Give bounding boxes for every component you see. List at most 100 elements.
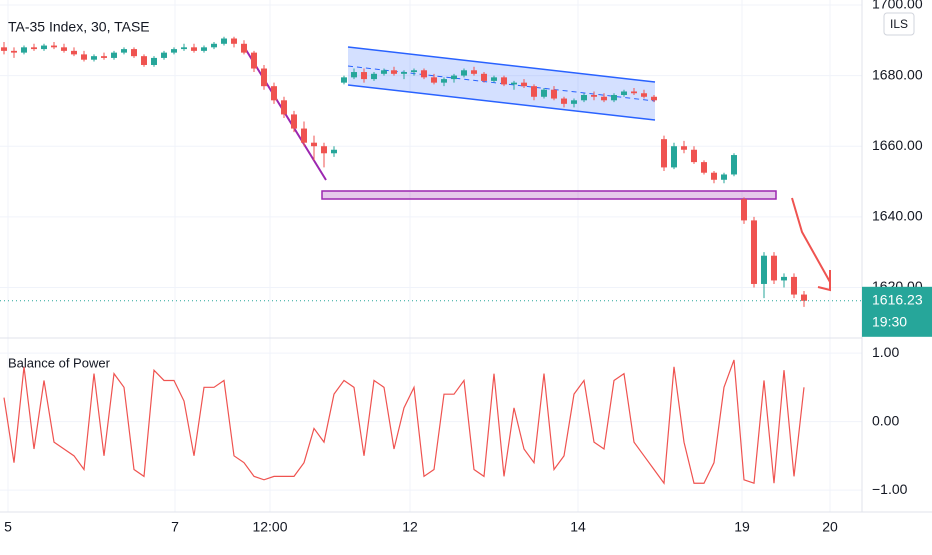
candle-body: [541, 89, 547, 97]
candle-body: [1, 47, 7, 51]
candle-body: [641, 93, 647, 97]
candle-body: [631, 91, 637, 94]
candle-body: [131, 49, 137, 57]
candle-body: [271, 86, 277, 101]
candle-body: [201, 47, 207, 51]
candle-body: [231, 38, 237, 44]
candle-body: [521, 82, 527, 87]
candle-body: [281, 100, 287, 115]
candle-body: [331, 149, 337, 154]
marks: [0, 36, 862, 485]
candle-body: [81, 54, 87, 60]
channel-bottom: [347, 84, 656, 121]
candle-body: [151, 57, 157, 65]
candle-body: [371, 73, 377, 80]
channel-top: [347, 46, 656, 83]
candle-body: [51, 45, 57, 48]
last-price-label: 1616.23: [872, 292, 923, 308]
currency-box[interactable]: [883, 12, 915, 36]
x-tick-label: 12: [402, 519, 418, 535]
candle-body: [621, 91, 627, 96]
x-tick-label: 20: [822, 519, 838, 535]
x-tick-label: 19: [734, 519, 750, 535]
candle-body: [21, 47, 27, 53]
candle-body: [731, 155, 737, 175]
support-zone: [321, 190, 777, 200]
x-tick-label: 12:00: [252, 519, 287, 535]
candle-body: [571, 100, 577, 104]
candle-body: [391, 70, 397, 74]
currency: ILS: [890, 17, 908, 31]
candle-body: [561, 98, 567, 104]
candle-body: [61, 47, 67, 51]
candle-body: [471, 70, 477, 74]
candle-body: [301, 128, 307, 143]
candle-body: [801, 294, 807, 301]
candle-body: [791, 276, 797, 295]
candle-body: [451, 75, 457, 80]
grid: [0, 0, 862, 512]
y-tick-label: 1680.00: [872, 66, 923, 82]
candle-body: [291, 114, 297, 129]
axes: 5 7 12:00 12 14 19 20 1700.00 1680.00 1660.00 1640…: [4, 0, 932, 535]
last-price-box: [862, 286, 932, 337]
candle-body: [481, 73, 487, 81]
arrow: [791, 197, 831, 292]
candle-body: [91, 56, 97, 60]
indicator-line: [3, 359, 805, 485]
candle-body: [121, 49, 127, 53]
candle-body: [601, 96, 607, 101]
candle-body: [551, 89, 557, 99]
candle-body: [431, 77, 437, 83]
candle-body: [441, 79, 447, 83]
candle-body: [321, 146, 327, 154]
y-tick-label: 1640.00: [872, 208, 923, 224]
candle-body: [381, 70, 387, 74]
candle-body: [311, 142, 317, 147]
candle-body: [191, 47, 197, 51]
candle-body: [761, 255, 767, 284]
candle-body: [41, 45, 47, 50]
candle-body: [611, 95, 617, 101]
candle-body: [211, 43, 217, 48]
candle-body: [341, 77, 347, 83]
candle-body: [11, 50, 17, 53]
candle-body: [701, 162, 707, 173]
candle-body: [261, 68, 267, 87]
y-tick-label: 1700.00: [872, 0, 923, 12]
candle-body: [111, 52, 117, 58]
y-tick-label: 1660.00: [872, 137, 923, 153]
chart-title: TA-35 Index, 30, TASE: [8, 19, 150, 35]
indicator-title: Balance of Power: [8, 355, 111, 370]
candle-body: [781, 276, 787, 281]
candle-body: [461, 70, 467, 76]
candle-body: [681, 146, 687, 150]
y-tick-label: −1.00: [872, 481, 908, 497]
candle-body: [401, 72, 407, 74]
candle-body: [241, 43, 247, 53]
y-tick-label: 0.00: [872, 412, 899, 428]
candle-body: [171, 49, 177, 53]
candle-body: [501, 77, 507, 85]
candle-body: [531, 86, 537, 97]
candle-body: [751, 220, 757, 284]
candle-body: [351, 72, 357, 78]
candle-body: [251, 52, 257, 69]
candle-body: [721, 174, 727, 180]
x-tick-label: 7: [171, 519, 179, 535]
candle-body: [711, 172, 717, 180]
candle-body: [651, 96, 657, 101]
candle-body: [741, 199, 747, 221]
candle-body: [141, 56, 147, 65]
candle-body: [161, 52, 167, 58]
candle-body: [691, 149, 697, 163]
candle-body: [671, 146, 677, 168]
candle-body: [771, 255, 777, 281]
candle-body: [31, 47, 37, 50]
candle-body: [581, 95, 587, 101]
candle-body: [101, 56, 107, 58]
candle-body: [491, 77, 497, 81]
countdown-label: 19:30: [872, 314, 907, 330]
candle-body: [661, 139, 667, 168]
